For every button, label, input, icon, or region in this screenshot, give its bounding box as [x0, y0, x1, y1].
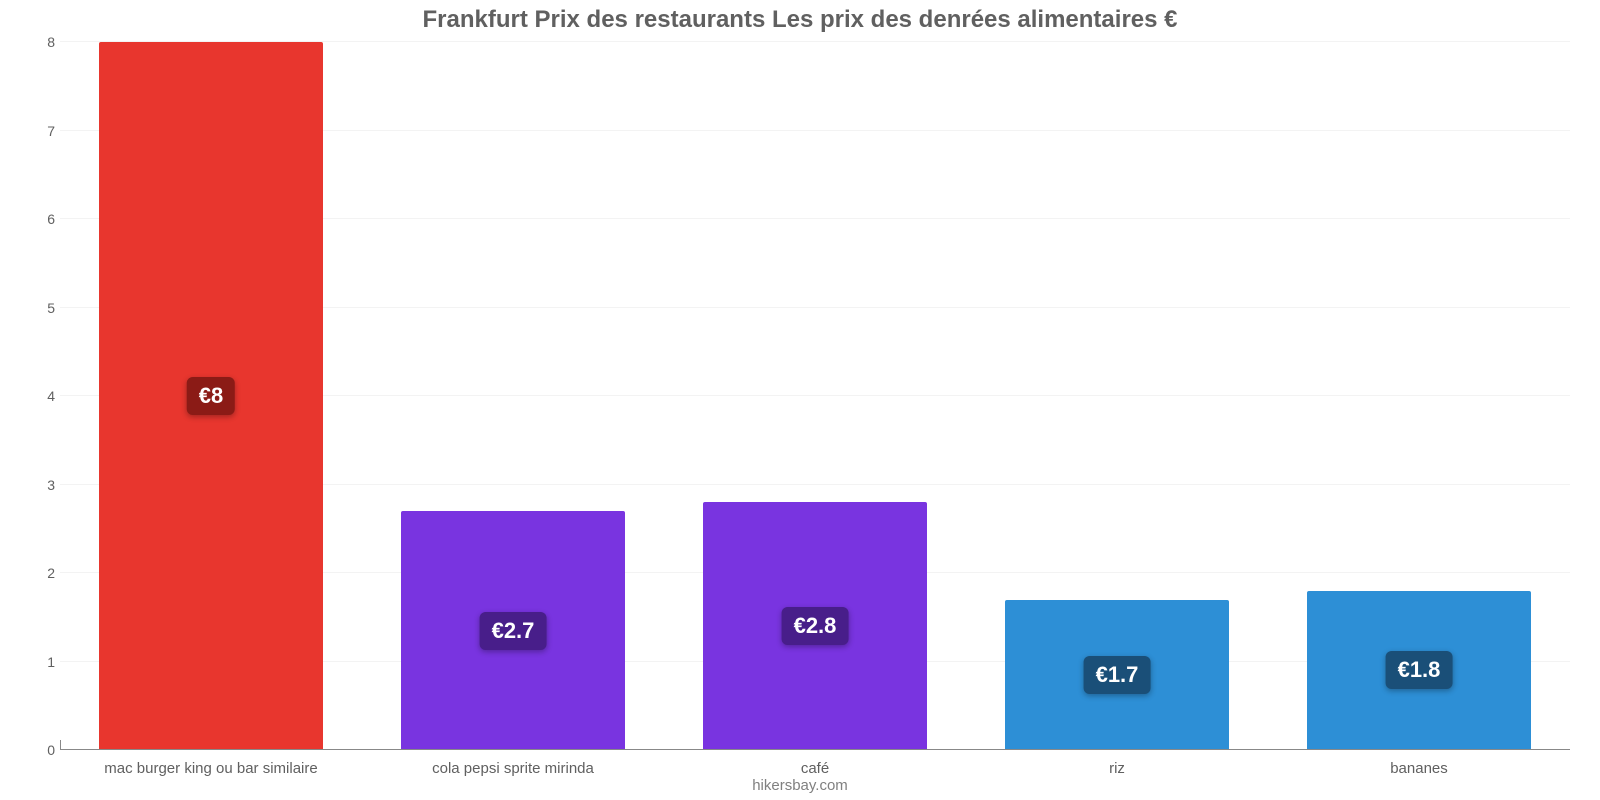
y-axis: 012345678	[15, 42, 55, 750]
x-axis-line	[60, 749, 1570, 750]
bars-group: €8 €2.7 €2.8 €1.7 €1.8	[60, 42, 1570, 750]
y-tick-label: 0	[15, 742, 55, 758]
bar-value-label: €8	[187, 377, 235, 415]
y-tick-label: 4	[15, 388, 55, 404]
bar: €2.8	[703, 502, 926, 750]
price-bar-chart: Frankfurt Prix des restaurants Les prix …	[0, 0, 1600, 800]
x-axis-label: riz	[966, 760, 1268, 777]
bar-slot: €2.7	[362, 42, 664, 750]
chart-footer: hikersbay.com	[0, 777, 1600, 800]
bar-slot: €8	[60, 42, 362, 750]
bar-slot: €1.7	[966, 42, 1268, 750]
bar-value-label: €2.7	[480, 612, 547, 650]
chart-title: Frankfurt Prix des restaurants Les prix …	[0, 0, 1600, 34]
bar: €1.7	[1005, 600, 1228, 750]
bar-value-label: €1.8	[1386, 651, 1453, 689]
y-tick-label: 2	[15, 565, 55, 581]
y-tick-label: 6	[15, 211, 55, 227]
y-tick-label: 7	[15, 123, 55, 139]
y-axis-stub	[60, 740, 61, 750]
bar-slot: €1.8	[1268, 42, 1570, 750]
bar: €8	[99, 42, 322, 750]
y-tick-label: 8	[15, 34, 55, 50]
x-axis-label: bananes	[1268, 760, 1570, 777]
bar: €1.8	[1307, 591, 1530, 750]
bar: €2.7	[401, 511, 624, 750]
x-axis-labels: mac burger king ou bar similairecola pep…	[60, 760, 1570, 777]
bar-slot: €2.8	[664, 42, 966, 750]
x-axis-label: mac burger king ou bar similaire	[60, 760, 362, 777]
x-axis-label: cola pepsi sprite mirinda	[362, 760, 664, 777]
bar-value-label: €2.8	[782, 607, 849, 645]
bar-value-label: €1.7	[1084, 656, 1151, 694]
x-axis-label: café	[664, 760, 966, 777]
y-tick-label: 3	[15, 477, 55, 493]
plot-area: 012345678 €8€2.7€2.8€1.7€1.8	[60, 42, 1570, 750]
y-tick-label: 5	[15, 300, 55, 316]
y-tick-label: 1	[15, 654, 55, 670]
